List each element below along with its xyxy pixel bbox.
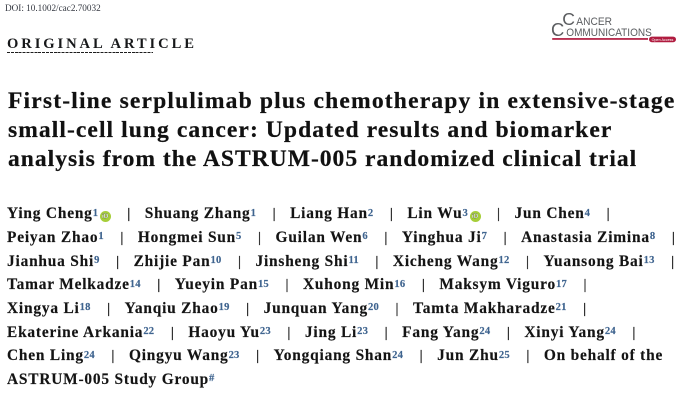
- svg-text:Open Access: Open Access: [652, 38, 674, 42]
- svg-text:C: C: [551, 19, 564, 40]
- svg-text:ANCER: ANCER: [576, 16, 612, 28]
- svg-text:C: C: [562, 9, 575, 29]
- svg-text:OMMUNICATIONS: OMMUNICATIONS: [566, 27, 652, 39]
